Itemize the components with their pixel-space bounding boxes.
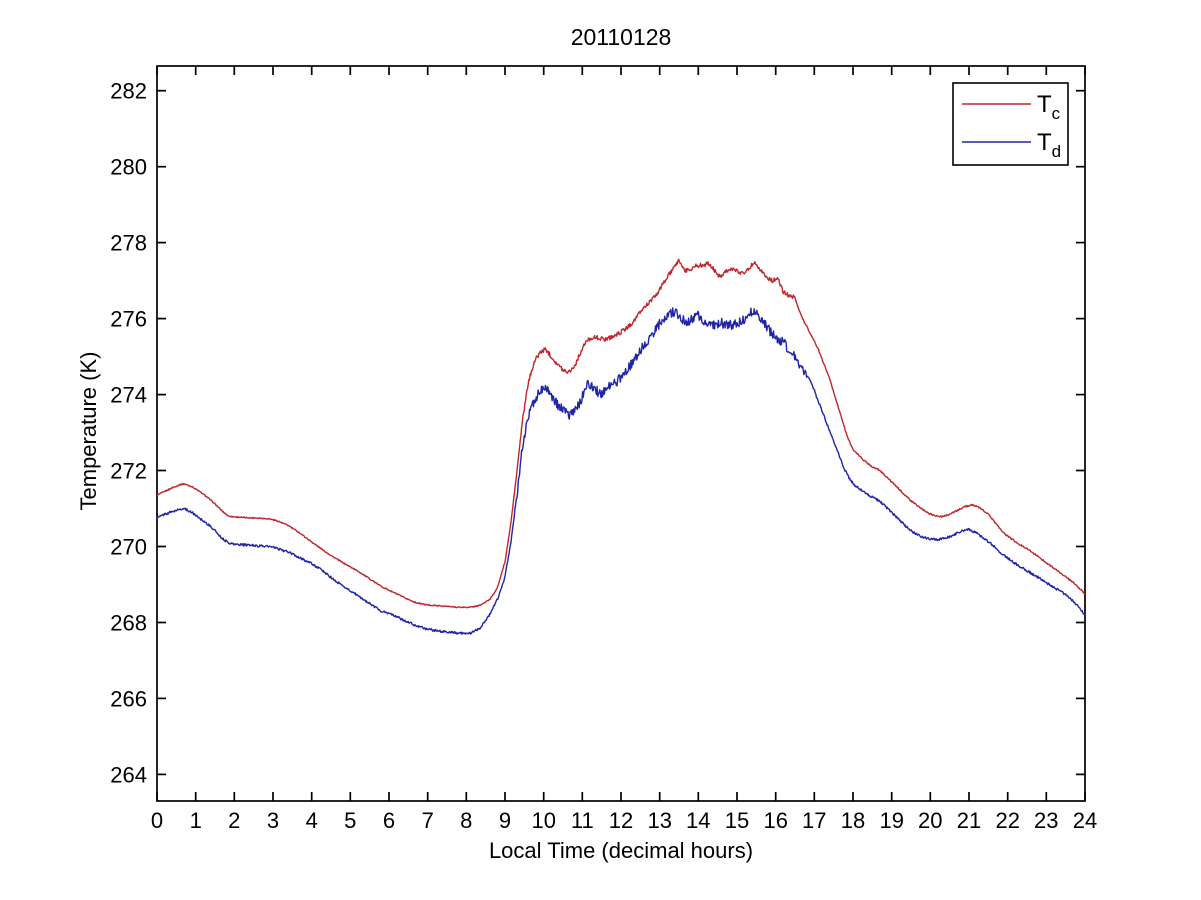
x-tick-label: 9 [499,808,511,833]
y-axis-label: Temperature (K) [76,352,101,511]
legend-label-td: Td [1037,129,1061,161]
x-tick-label: 11 [571,808,594,833]
x-tick-label: 14 [686,808,710,833]
x-tick-label: 17 [802,808,826,833]
legend-label-td-sub: d [1052,142,1061,161]
legend: Tc Td [952,82,1069,166]
series-line-t_d [156,307,1086,635]
x-tick-label: 22 [995,808,1019,833]
x-tick-label: 0 [151,808,163,833]
y-tick-label: 272 [110,459,147,484]
series-line-t_c [156,258,1085,609]
x-tick-label: 13 [647,808,671,833]
x-tick-label: 18 [841,808,865,833]
x-tick-label: 23 [1034,808,1058,833]
x-tick-label: 7 [422,808,434,833]
chart-title: 20110128 [571,24,672,50]
x-tick-label: 21 [957,808,981,833]
y-tick-label: 274 [110,383,147,408]
legend-label-td-main: T [1037,129,1052,156]
y-tick-label: 278 [110,231,147,256]
y-tick-label: 270 [110,535,147,560]
x-tick-label: 3 [267,808,279,833]
legend-label-tc-main: T [1037,91,1052,118]
x-axis-label: Local Time (decimal hours) [489,838,753,863]
x-tick-label: 8 [460,808,472,833]
plot-box [156,65,1086,802]
x-tick-label: 20 [918,808,942,833]
y-tick-label: 276 [110,307,147,332]
x-tick-label: 1 [190,808,202,833]
x-tick-label: 19 [879,808,903,833]
legend-label-tc: Tc [1037,91,1061,123]
x-tick-label: 2 [228,808,240,833]
x-tick-label: 16 [763,808,787,833]
y-tick-label: 282 [110,79,147,104]
y-tick-label: 264 [110,762,147,787]
x-tick-label: 4 [306,808,318,833]
x-tick-label: 6 [383,808,395,833]
x-tick-label: 10 [531,808,555,833]
axis-ticks-layer: 0 1 2 3 4 5 6 7 8 9 10 11 12 13 14 15 16 17 18 19 20 21 22 23 24… [110,66,1097,833]
y-tick-label: 280 [110,155,147,180]
legend-label-tc-sub: c [1052,104,1061,123]
x-tick-label: 12 [609,808,633,833]
y-tick-label: 268 [110,611,147,636]
series-layer [156,258,1086,635]
legend-box [952,82,1069,166]
x-tick-label: 5 [344,808,356,833]
y-tick-label: 266 [110,686,147,711]
x-tick-label: 24 [1073,808,1097,833]
x-tick-label: 15 [725,808,749,833]
